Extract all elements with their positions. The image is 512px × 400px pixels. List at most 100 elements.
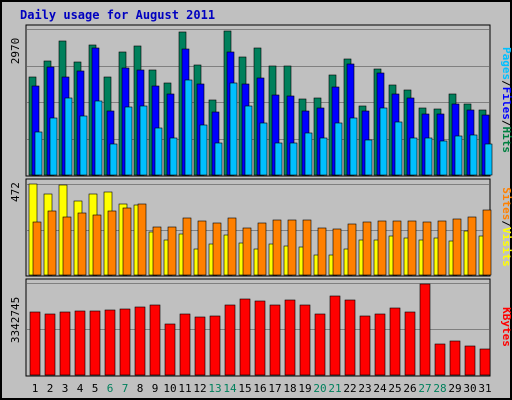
x-tick-label: 8	[137, 382, 144, 395]
bar-sites-day-24	[377, 220, 387, 276]
bar-sites-day-4	[77, 212, 87, 276]
legend-item: Files	[500, 87, 512, 120]
bar-kbytes-day-9	[149, 304, 161, 376]
legend-item: KBytes	[500, 307, 512, 347]
x-tick-label: 29	[448, 382, 461, 395]
legend-item: /	[500, 220, 512, 227]
bar-pages-day-15	[244, 105, 253, 176]
x-tick-label: 24	[373, 382, 387, 395]
x-tick-label: 9	[152, 382, 159, 395]
bar-pages-day-12	[199, 124, 208, 176]
x-tick-label: 14	[223, 382, 237, 395]
bar-pages-day-18	[289, 142, 298, 176]
x-tick-label: 6	[107, 382, 114, 395]
bar-kbytes-day-10	[164, 323, 176, 376]
bar-kbytes-day-2	[44, 313, 56, 376]
bar-sites-day-1	[32, 221, 42, 276]
y-max-label-visits_sites: 472	[9, 182, 22, 202]
legend-item: /	[500, 120, 512, 127]
bar-kbytes-day-16	[254, 300, 266, 376]
x-tick-label: 2	[47, 382, 54, 395]
bar-pages-day-27	[424, 137, 433, 176]
x-tick-label: 25	[388, 382, 401, 395]
bar-pages-day-5	[94, 100, 103, 176]
bar-pages-day-25	[394, 121, 403, 176]
x-tick-label: 16	[253, 382, 266, 395]
bar-kbytes-day-17	[269, 304, 281, 376]
bar-sites-day-10	[167, 226, 177, 276]
bar-pages-day-1	[34, 131, 43, 176]
bar-pages-day-30	[469, 134, 478, 176]
legend-item: /	[500, 80, 512, 87]
x-tick-label: 22	[343, 382, 356, 395]
x-tick-label: 28	[433, 382, 446, 395]
bar-sites-day-14	[227, 217, 237, 276]
bar-kbytes-day-27	[419, 283, 431, 376]
legend-item: Sites	[500, 187, 512, 220]
bar-pages-day-3	[64, 97, 73, 176]
bar-sites-day-31	[482, 209, 492, 276]
x-tick-label: 23	[358, 382, 371, 395]
bar-pages-day-6	[109, 143, 118, 176]
bar-kbytes-day-20	[314, 313, 326, 376]
bar-pages-day-13	[214, 142, 223, 176]
bar-pages-day-19	[304, 132, 313, 176]
bar-sites-day-20	[317, 227, 327, 276]
legend-kbytes: KBytes	[500, 307, 512, 347]
bar-kbytes-day-4	[74, 310, 86, 376]
bar-pages-day-7	[124, 106, 133, 176]
bar-pages-day-31	[484, 143, 493, 176]
bar-kbytes-day-30	[464, 345, 476, 376]
bar-kbytes-day-15	[239, 298, 251, 376]
bar-sites-day-23	[362, 221, 372, 276]
bar-sites-day-19	[302, 219, 312, 276]
x-tick-label: 31	[478, 382, 491, 395]
bar-kbytes-day-13	[209, 315, 221, 376]
bar-sites-day-25	[392, 220, 402, 276]
bar-kbytes-day-25	[389, 307, 401, 376]
bar-kbytes-day-21	[329, 295, 341, 376]
bar-pages-day-28	[439, 140, 448, 176]
x-tick-label: 12	[193, 382, 206, 395]
x-tick-label: 11	[178, 382, 191, 395]
bar-pages-day-24	[379, 107, 388, 176]
bar-sites-day-15	[242, 227, 252, 276]
x-tick-label: 4	[77, 382, 84, 395]
bar-pages-day-8	[139, 105, 148, 176]
legend-hits_files_pages: Pages/Files/Hits	[500, 47, 512, 153]
legend-item: Visits	[500, 227, 512, 267]
x-tick-label: 3	[62, 382, 69, 395]
x-tick-label: 18	[283, 382, 296, 395]
x-tick-label: 15	[238, 382, 251, 395]
bar-pages-day-22	[349, 117, 358, 176]
bar-kbytes-day-5	[89, 310, 101, 376]
x-tick-label: 30	[463, 382, 476, 395]
bar-sites-day-5	[92, 214, 102, 276]
bar-kbytes-day-26	[404, 311, 416, 376]
bar-kbytes-day-11	[179, 313, 191, 376]
legend-item: Pages	[500, 47, 512, 80]
bar-sites-day-28	[437, 220, 447, 276]
x-tick-label: 13	[208, 382, 221, 395]
bar-pages-day-4	[79, 115, 88, 176]
bar-pages-day-29	[454, 135, 463, 176]
x-tick-label: 7	[122, 382, 129, 395]
bar-sites-day-27	[422, 221, 432, 276]
y-max-label-hits_files_pages: 2970	[9, 38, 22, 65]
legend-item: Hits	[500, 127, 512, 154]
bar-sites-day-30	[467, 216, 477, 276]
chart-title: Daily usage for August 2011	[20, 8, 215, 22]
bar-kbytes-day-22	[344, 299, 356, 376]
bar-pages-day-23	[364, 139, 373, 176]
bar-sites-day-22	[347, 223, 357, 276]
legend-visits_sites: Sites/Visits	[500, 187, 512, 267]
bar-pages-day-21	[334, 122, 343, 176]
bar-pages-day-14	[229, 82, 238, 176]
bar-kbytes-day-7	[119, 308, 131, 376]
x-tick-label: 10	[163, 382, 176, 395]
bar-sites-day-7	[122, 207, 132, 276]
x-tick-label: 21	[328, 382, 341, 395]
bar-sites-day-18	[287, 219, 297, 276]
bar-pages-day-26	[409, 137, 418, 176]
x-tick-label: 20	[313, 382, 326, 395]
